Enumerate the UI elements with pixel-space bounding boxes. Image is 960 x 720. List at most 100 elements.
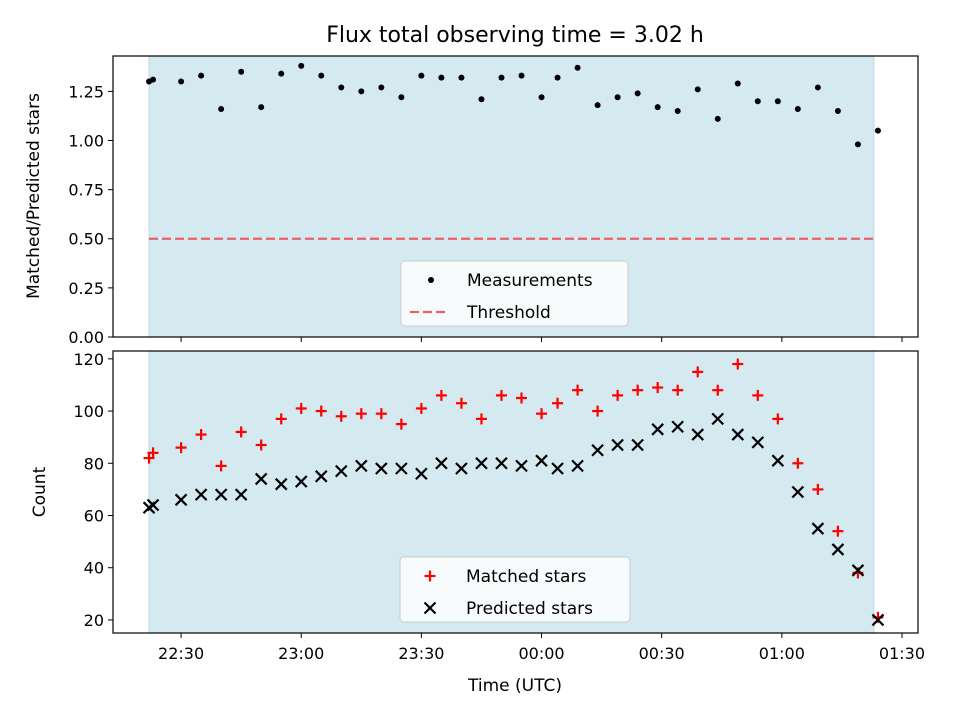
- matched-star-point: [335, 410, 347, 422]
- predicted-star-point: [551, 462, 564, 475]
- predicted-star-point: [851, 564, 865, 577]
- top-panel-frame: [112, 55, 919, 338]
- measurement-point: [318, 72, 325, 79]
- predicted-star-point: [495, 456, 508, 470]
- measurement-point: [554, 74, 561, 81]
- x-tick-label: 00:30: [639, 644, 685, 663]
- matched-star-point: [592, 405, 604, 417]
- measurement-point: [734, 80, 741, 87]
- bottom-y-tick-label: 100: [73, 402, 104, 421]
- bottom-legend: Matched stars Predicted stars: [399, 556, 631, 623]
- measurement-point: [874, 127, 881, 134]
- bottom-y-tick-label: 20: [84, 611, 104, 630]
- matched-star-point: [552, 397, 564, 409]
- measurement-point: [794, 106, 801, 113]
- matched-star-point: [235, 426, 247, 438]
- measurement-point: [258, 104, 265, 111]
- measurement-point: [774, 98, 781, 105]
- legend-label: Measurements: [467, 271, 593, 291]
- predicted-star-point: [274, 477, 288, 491]
- top-legend-item: Measurements: [428, 271, 593, 291]
- x-tick-label: 01:30: [879, 644, 925, 663]
- top-y-tick-label: 0.00: [68, 328, 104, 347]
- measurement-point: [358, 88, 365, 95]
- predicted-star-point: [871, 613, 885, 627]
- predicted-star-point: [811, 522, 825, 535]
- bottom-y-tick-label: 60: [84, 507, 104, 526]
- measurement-point: [674, 108, 681, 115]
- predicted-star-point: [591, 443, 604, 457]
- top-legend-box: [400, 260, 629, 327]
- matched-star-point: [752, 389, 764, 401]
- top-y-tick-label: 1.00: [68, 131, 104, 150]
- predicted-star-point: [651, 423, 664, 436]
- predicted-star-point: [146, 498, 160, 512]
- measurement-point: [498, 74, 505, 81]
- measurement-point: [378, 84, 385, 91]
- matched-star-point: [375, 408, 387, 420]
- matched-star-point: [415, 402, 427, 414]
- predicted-star-point: [254, 472, 268, 486]
- measurement-point: [814, 84, 821, 91]
- matched-star-point: [215, 460, 227, 472]
- x-tick-label: 01:00: [759, 644, 805, 663]
- x-tick-label: 23:00: [278, 644, 324, 663]
- top-y-tick-label: 0.25: [68, 279, 104, 298]
- predicted-star-point: [831, 543, 845, 556]
- measurement-point: [694, 86, 701, 93]
- matched-star-point: [315, 405, 327, 417]
- predicted-star-point: [515, 459, 528, 473]
- predicted-star-point: [234, 488, 248, 501]
- matched-star-point: [475, 413, 487, 425]
- x-axis-label: Time (UTC): [467, 676, 562, 696]
- matched-star-point: [652, 382, 664, 394]
- legend-marker-swatch: [423, 601, 437, 615]
- predicted-star-point: [174, 493, 188, 507]
- measurement-point: [198, 72, 205, 79]
- legend-marker-swatch: [428, 277, 434, 283]
- top-y-tick-label: 0.50: [68, 230, 104, 249]
- predicted-star-point: [294, 475, 308, 488]
- measurement-point: [854, 141, 861, 148]
- matched-star-point: [195, 429, 207, 441]
- measurement-point: [338, 84, 345, 91]
- predicted-star-point: [791, 485, 805, 499]
- predicted-star-point: [751, 436, 765, 449]
- matched-star-point: [612, 389, 624, 401]
- matched-star-point: [175, 442, 187, 454]
- matched-star-point: [355, 408, 367, 420]
- measurement-point: [238, 68, 245, 75]
- legend-label: Matched stars: [466, 567, 586, 587]
- top-y-tick-label: 0.75: [68, 181, 104, 200]
- matched-star-point: [832, 525, 844, 537]
- matched-star-point: [255, 439, 267, 451]
- predicted-star-point: [731, 428, 745, 441]
- chart-title: Flux total observing time = 3.02 h: [326, 23, 704, 48]
- bottom-panel-frame: [112, 350, 919, 634]
- measurement-point: [518, 72, 525, 79]
- predicted-star-point: [691, 428, 705, 441]
- bottom-y-tick-label: 80: [84, 454, 104, 473]
- bottom-legend-box: [399, 556, 631, 623]
- matched-star-point: [455, 397, 467, 409]
- matched-star-point: [295, 402, 307, 414]
- predicted-star-point: [415, 467, 428, 481]
- measurement-point: [478, 96, 485, 103]
- predicted-star-point: [335, 464, 348, 478]
- matched-star-point: [692, 366, 704, 378]
- measurement-point: [150, 76, 157, 83]
- predicted-star-point: [435, 456, 448, 470]
- measurement-point: [754, 98, 761, 105]
- measurement-point: [398, 94, 405, 101]
- matched-star-point: [435, 389, 447, 401]
- predicted-star-point: [314, 470, 328, 483]
- legend-label: Threshold: [466, 303, 551, 323]
- matched-star-point: [516, 392, 528, 404]
- predicted-star-point: [375, 462, 388, 475]
- matched-star-point: [672, 384, 684, 396]
- measurement-point: [834, 108, 841, 115]
- matched-star-point: [275, 413, 287, 425]
- measurement-point: [634, 90, 641, 97]
- matched-star-point: [536, 408, 548, 420]
